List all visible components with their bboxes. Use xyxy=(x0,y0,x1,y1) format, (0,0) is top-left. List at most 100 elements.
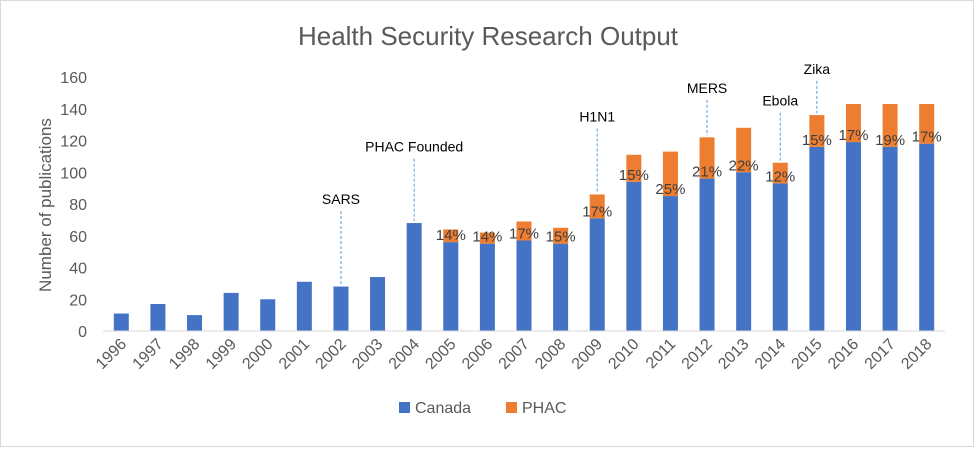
x-tick-label: 1997 xyxy=(130,336,167,373)
x-tick-label: 2010 xyxy=(605,336,642,373)
x-tick-label: 2000 xyxy=(239,336,276,373)
legend-swatch-phac xyxy=(506,402,517,413)
data-label-2016: 17% xyxy=(838,127,868,144)
bar-canada-2013 xyxy=(736,172,752,331)
legend-label-canada: Canada xyxy=(415,400,471,417)
bar-phac-2016 xyxy=(845,103,861,143)
bar-canada-2002 xyxy=(333,286,349,331)
bar-phac-2013 xyxy=(736,127,752,173)
x-tick-label: 2008 xyxy=(532,336,569,373)
y-axis: 0 20 40 60 80 100 120 140 160 xyxy=(60,70,87,341)
x-tick-label: 1998 xyxy=(166,336,203,373)
y-tick-label: 80 xyxy=(69,197,87,214)
bar-canada-1997 xyxy=(150,304,166,331)
bar-canada-2011 xyxy=(662,196,678,331)
bar-canada-2018 xyxy=(919,143,935,331)
bar-phac-2007 xyxy=(516,221,532,241)
bar-canada-2012 xyxy=(699,178,715,331)
x-tick-label: 2013 xyxy=(715,336,752,373)
bar-phac-2012 xyxy=(699,137,715,179)
annotation-mers: MERS xyxy=(687,80,727,96)
bar-canada-2017 xyxy=(882,146,898,331)
x-tick-label: 2012 xyxy=(679,336,716,373)
data-label-2007: 17% xyxy=(509,226,539,243)
x-tick-label: 2018 xyxy=(898,336,935,373)
data-label-2006: 14% xyxy=(472,229,502,246)
x-tick-label: 2014 xyxy=(752,336,789,373)
bar-canada-2003 xyxy=(370,277,386,331)
y-tick-label: 40 xyxy=(69,261,87,278)
y-tick-label: 20 xyxy=(69,292,87,309)
x-tick-label: 2007 xyxy=(496,336,533,373)
bar-canada-2007 xyxy=(516,240,532,331)
x-tick-label: 2004 xyxy=(386,336,423,373)
y-tick-label: 100 xyxy=(60,165,87,182)
bar-canada-2004 xyxy=(406,223,422,331)
bar-phac-2011 xyxy=(662,151,678,197)
data-label-2011: 25% xyxy=(655,181,685,198)
data-label-2012: 21% xyxy=(692,164,722,181)
x-tick-label: 2005 xyxy=(422,336,459,373)
data-labels-group: 14% 14% 17% 15% 17% 15% 25% 21% 22% 12% 15% 17% 19% 1… xyxy=(436,127,942,246)
x-tick-label: 2016 xyxy=(825,336,862,373)
annotation-phac-founded: PHAC Founded xyxy=(365,139,463,155)
data-label-2014: 12% xyxy=(765,168,795,185)
legend-label-phac: PHAC xyxy=(522,400,566,417)
bar-canada-2000 xyxy=(260,299,276,331)
y-tick-label: 60 xyxy=(69,229,87,246)
annotation-zika: Zika xyxy=(804,61,831,77)
x-axis: 1996 1997 1998 1999 2000 2001 2002 2003 2004 2005… xyxy=(93,330,945,373)
bar-phac-2018 xyxy=(919,103,935,144)
legend: Canada PHAC xyxy=(399,400,566,417)
x-tick-label: 1996 xyxy=(93,336,130,373)
annotation-ebola: Ebola xyxy=(762,93,798,109)
legend-swatch-canada xyxy=(399,402,410,413)
data-label-2015: 15% xyxy=(802,132,832,149)
x-tick-label: 2017 xyxy=(862,336,899,373)
bar-canada-2010 xyxy=(626,181,642,331)
x-tick-label: 2015 xyxy=(789,336,826,373)
x-tick-label: 2006 xyxy=(459,336,496,373)
bar-phac-2015 xyxy=(809,115,825,147)
annotation-h1n1: H1N1 xyxy=(579,108,615,124)
data-label-2018: 17% xyxy=(912,129,942,146)
data-label-2009: 17% xyxy=(582,203,612,220)
annotation-sars: SARS xyxy=(322,191,360,207)
bar-phac-2006 xyxy=(479,232,495,244)
bar-phac-2005 xyxy=(443,229,459,243)
bar-canada-2016 xyxy=(845,142,861,331)
x-tick-label: 2003 xyxy=(349,336,386,373)
y-tick-label: 120 xyxy=(60,134,87,151)
y-tick-label: 160 xyxy=(60,70,87,87)
data-label-2013: 22% xyxy=(729,157,759,174)
bar-canada-2014 xyxy=(772,183,788,331)
x-tick-label: 2009 xyxy=(569,336,606,373)
annotations-group: SARS PHAC Founded H1N1 MERS Ebola Zika xyxy=(322,61,830,285)
x-tick-label: 1999 xyxy=(203,336,240,373)
bar-canada-2009 xyxy=(589,218,605,331)
data-label-2005: 14% xyxy=(436,227,466,244)
bar-phac-2017 xyxy=(882,103,898,147)
x-tick-label: 2002 xyxy=(313,336,350,373)
bar-canada-2015 xyxy=(809,146,825,331)
bar-phac-2014 xyxy=(772,162,788,184)
bar-canada-1996 xyxy=(113,313,129,331)
y-tick-label: 0 xyxy=(78,324,87,341)
bar-canada-2005 xyxy=(443,242,459,331)
data-label-2010: 15% xyxy=(619,167,649,184)
bar-phac-2008 xyxy=(553,227,569,244)
data-label-2017: 19% xyxy=(875,132,905,149)
y-tick-label: 140 xyxy=(60,102,87,119)
bar-canada-1999 xyxy=(223,292,239,331)
bar-canada-2006 xyxy=(479,243,495,331)
y-axis-label: Number of publications xyxy=(36,118,55,292)
bar-phac-2010 xyxy=(626,154,642,182)
x-tick-label: 2001 xyxy=(276,336,313,373)
bar-canada-1998 xyxy=(187,315,203,331)
chart-title: Health Security Research Output xyxy=(298,21,679,51)
bar-canada-2001 xyxy=(296,281,312,331)
data-label-2008: 15% xyxy=(546,229,576,246)
x-tick-label: 2011 xyxy=(643,336,679,372)
